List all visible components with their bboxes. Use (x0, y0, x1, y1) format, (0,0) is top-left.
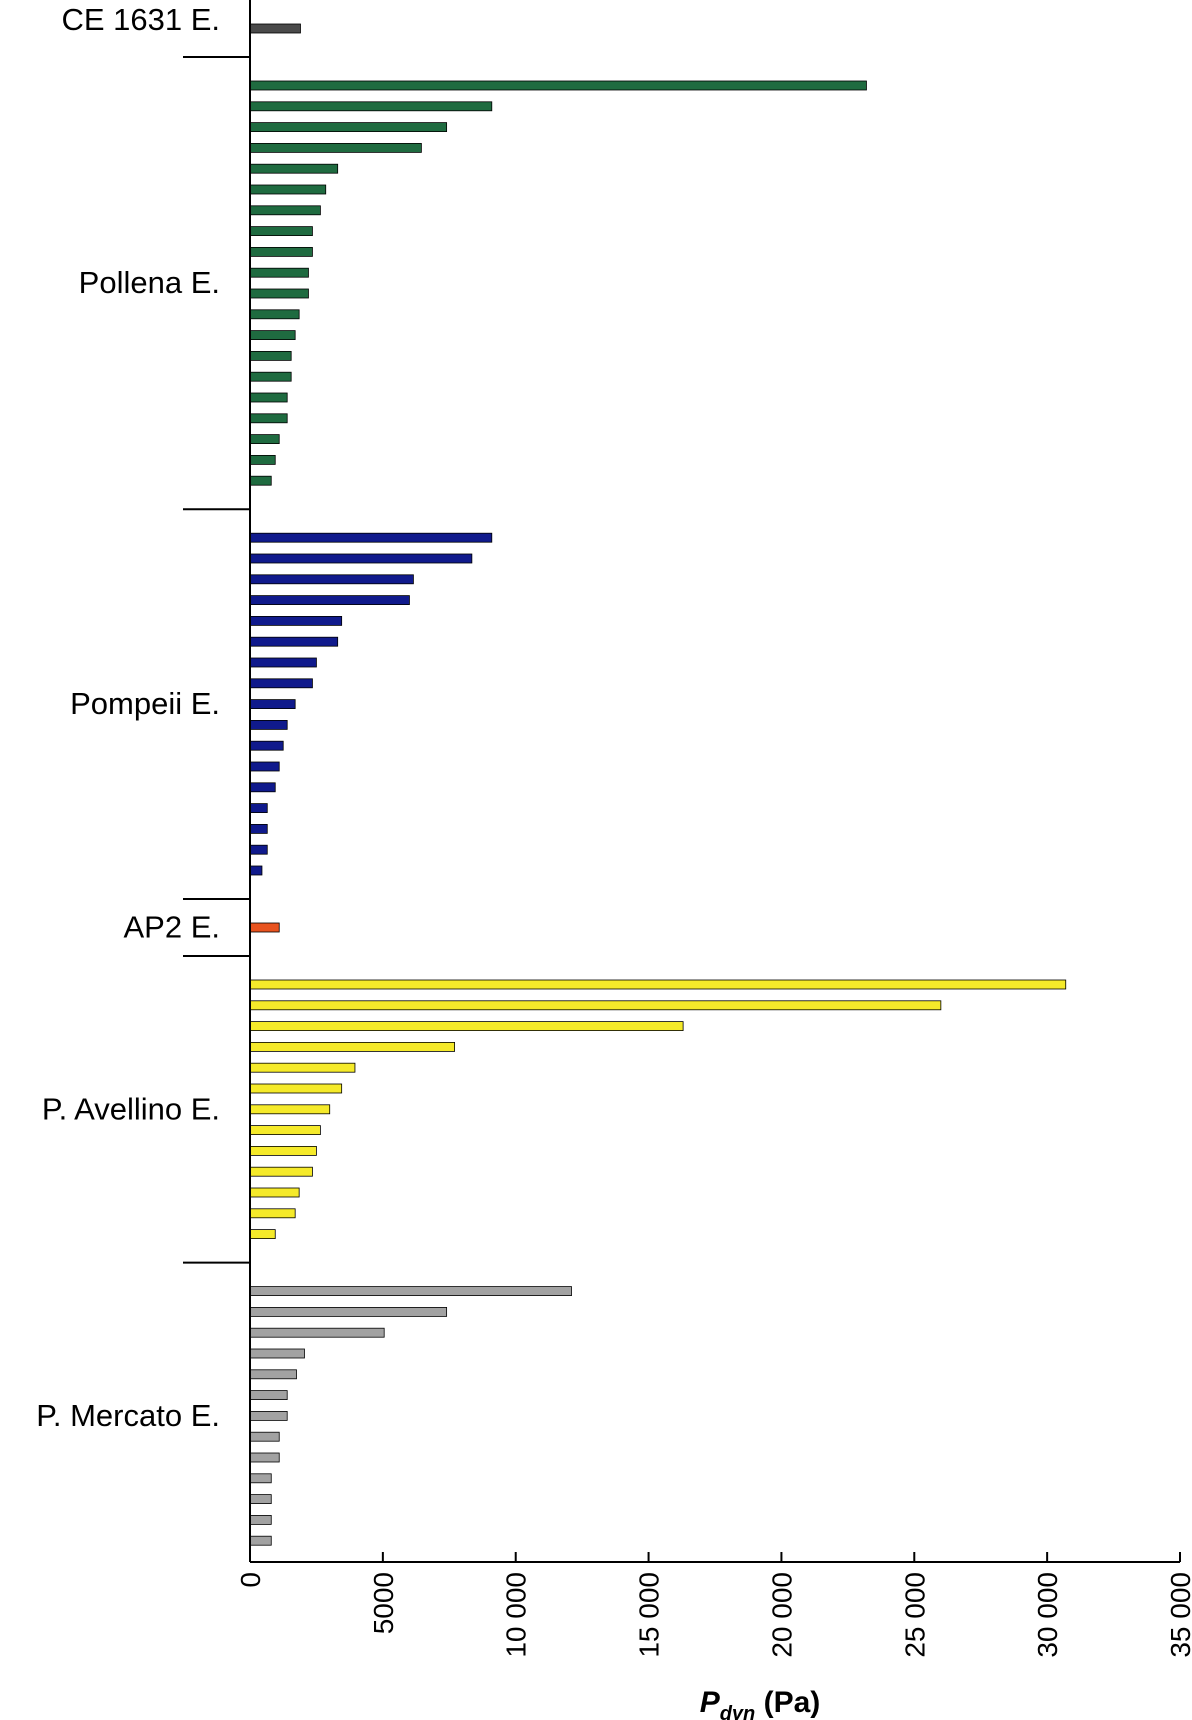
bar (249, 678, 313, 689)
bar (249, 595, 410, 605)
bar (249, 23, 301, 34)
bar (249, 288, 309, 299)
bar (249, 142, 422, 153)
bar (249, 1307, 448, 1317)
x-axis-title-unit: (Pa) (755, 1686, 820, 1719)
bar (249, 184, 327, 195)
x-tick-label: 15 000 (634, 1572, 665, 1658)
bar (249, 740, 284, 751)
x-tick-label: 30 000 (1032, 1572, 1063, 1658)
bar (249, 1286, 572, 1296)
group-label: P. Avellino E. (42, 1091, 220, 1126)
bar (249, 371, 292, 382)
bar (249, 122, 448, 132)
x-axis-ticks: 0 5000 10 000 15 000 20 000 25 000 30 000 35 00… (235, 1552, 1192, 1658)
bar (249, 1327, 385, 1338)
bar (249, 475, 272, 486)
x-tick-label: 35 000 (1165, 1572, 1192, 1658)
group-label: CE 1631 E. (61, 2, 220, 37)
bar (249, 392, 288, 403)
bar (249, 574, 414, 585)
bar (249, 1431, 280, 1442)
bar (249, 163, 339, 174)
bar (249, 1042, 456, 1052)
bar (249, 1535, 272, 1546)
bar (249, 616, 343, 626)
x-tick-label: 0 (235, 1572, 266, 1588)
bar (249, 979, 1067, 990)
bar (249, 454, 276, 465)
bar (249, 330, 296, 341)
axes: 0 5000 10 000 15 000 20 000 25 000 30 000 35 00… (235, 0, 1192, 1658)
bar (249, 782, 276, 793)
x-tick-label: 25 000 (899, 1572, 930, 1658)
bar (249, 101, 493, 112)
bar (249, 1000, 942, 1011)
bar (249, 1411, 288, 1421)
bar (249, 413, 288, 424)
bar (249, 1062, 356, 1073)
bar (249, 922, 280, 933)
bar (249, 1208, 296, 1219)
bar (249, 553, 473, 564)
bar (249, 309, 300, 320)
bar (249, 761, 280, 772)
bar (249, 267, 309, 278)
x-axis-title-main: P (700, 1686, 721, 1719)
x-axis-title: Pdyn (Pa) (700, 1686, 821, 1720)
bar (249, 824, 268, 834)
bar (249, 205, 321, 216)
bar (249, 1166, 313, 1177)
x-tick-label: 5000 (368, 1572, 399, 1634)
bar (249, 246, 313, 257)
bar (249, 1515, 272, 1525)
x-tick-label: 10 000 (501, 1572, 532, 1658)
bar (249, 1473, 272, 1484)
bar (249, 1348, 305, 1359)
bar (249, 720, 288, 730)
bar (249, 865, 263, 876)
bar (249, 1229, 276, 1239)
bar (249, 350, 292, 361)
group-label: Pollena E. (79, 265, 220, 300)
bar (249, 80, 867, 91)
bar (249, 699, 296, 709)
bar (249, 1390, 288, 1400)
group-label: Pompeii E. (70, 686, 220, 721)
group-separators (183, 56, 250, 1264)
bar (249, 1494, 272, 1504)
bar (249, 636, 339, 647)
bar (249, 1452, 280, 1463)
group-label: AP2 E. (124, 910, 221, 945)
bar (249, 844, 268, 855)
bar (249, 1187, 300, 1198)
x-tick-label: 20 000 (766, 1572, 797, 1658)
bar (249, 657, 317, 668)
group-labels: CE 1631 E. Pollena E. Pompeii E. AP2 E. P. A… (36, 2, 220, 1433)
group-label: P. Mercato E. (36, 1398, 220, 1433)
bar (249, 1146, 317, 1156)
bar (249, 434, 280, 445)
bar (249, 1083, 343, 1094)
bars-layer (249, 23, 1067, 1546)
bar (249, 1104, 331, 1115)
bar (249, 226, 313, 237)
bar (249, 1125, 321, 1135)
bar (249, 1369, 297, 1380)
bar (249, 803, 268, 813)
bar (249, 532, 493, 543)
bar (249, 1021, 684, 1031)
x-axis-title-subscript: dyn (720, 1703, 756, 1720)
